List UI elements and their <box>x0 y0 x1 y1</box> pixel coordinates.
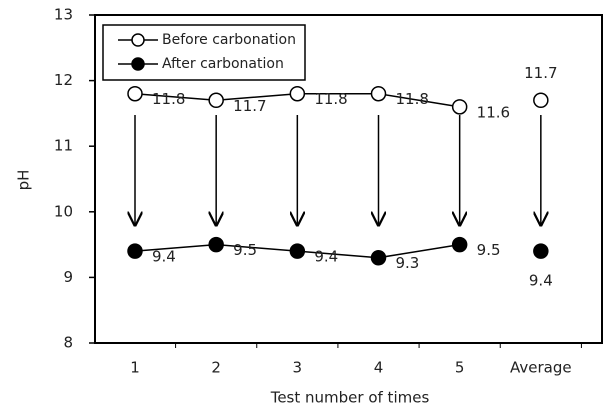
y-tick-label: 12 <box>54 71 73 89</box>
y-tick-label: 8 <box>63 334 73 352</box>
data-label: 9.3 <box>396 254 420 272</box>
marker <box>208 236 224 253</box>
x-tick-label: 4 <box>374 359 384 377</box>
data-label: 11.6 <box>477 103 510 121</box>
x-tick-label: Average <box>510 359 572 377</box>
data-label: 9.4 <box>152 248 176 266</box>
marker <box>370 249 387 266</box>
legend-label: Before carbonation <box>162 32 296 48</box>
legend-marker <box>131 57 145 71</box>
data-label: 9.5 <box>233 241 257 259</box>
marker <box>127 85 143 102</box>
x-tick-label: 2 <box>211 359 221 377</box>
x-tick-label: 5 <box>455 359 465 377</box>
y-tick-label: 10 <box>54 202 73 220</box>
marker <box>208 92 224 109</box>
marker <box>451 99 468 115</box>
legend-marker <box>131 33 145 47</box>
y-tick-label: 9 <box>63 268 73 286</box>
data-label: 11.7 <box>524 64 557 82</box>
data-label: 9.4 <box>314 248 338 266</box>
x-tick-label: 3 <box>293 359 303 377</box>
legend-label: After carbonation <box>162 56 284 72</box>
legend <box>102 24 306 81</box>
marker <box>289 85 306 102</box>
y-tick-label: 11 <box>54 137 73 155</box>
x-axis-title: Test number of times <box>270 389 430 407</box>
data-label: 11.8 <box>314 90 347 108</box>
data-label: 9.4 <box>529 272 553 290</box>
marker <box>533 92 549 109</box>
marker <box>370 85 387 102</box>
data-label: 9.5 <box>477 241 501 259</box>
marker <box>451 236 468 253</box>
marker <box>289 243 306 259</box>
y-axis-title: pH <box>15 170 33 191</box>
data-label: 11.7 <box>233 97 266 115</box>
x-tick-label: 1 <box>130 359 140 377</box>
plot-frame <box>94 14 603 344</box>
data-label: 11.8 <box>396 90 429 108</box>
marker <box>127 243 143 259</box>
marker <box>533 243 549 259</box>
y-tick-label: 13 <box>54 6 73 24</box>
data-label: 11.8 <box>152 90 185 108</box>
